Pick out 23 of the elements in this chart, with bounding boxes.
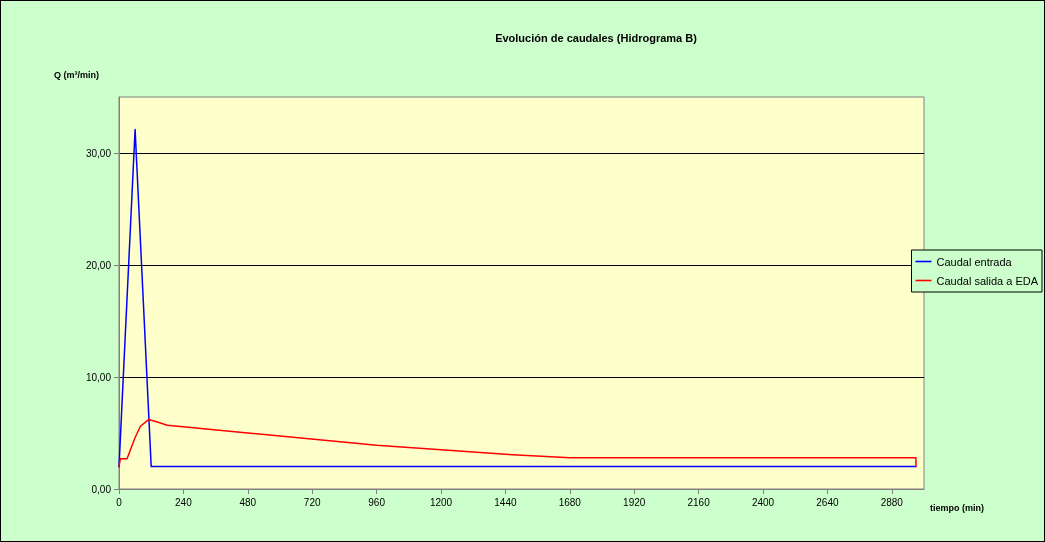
x-tick-label: 1680 [558, 496, 582, 508]
legend-label: Caudal entrada [936, 255, 1013, 268]
x-tick-label: 1920 [623, 496, 646, 508]
x-tick-label: 1200 [429, 496, 453, 508]
x-tick-label: 0 [116, 496, 123, 508]
legend-label: Caudal salida a EDA [936, 274, 1039, 287]
y-tick-label: 0,00 [91, 483, 112, 495]
x-tick-label: 480 [239, 496, 257, 508]
x-tick-label: 720 [303, 496, 321, 508]
chart-title: Evolución de caudales (Hidrograma B) [495, 31, 698, 44]
y-axis-title: Q (m³/min) [54, 69, 99, 80]
y-tick-label: 20,00 [85, 259, 112, 271]
y-tick-label: 30,00 [85, 147, 112, 159]
x-tick-label: 2640 [816, 496, 839, 508]
x-axis-title: tiempo (min) [930, 502, 984, 513]
y-tick-label: 10,00 [85, 371, 112, 383]
x-tick-label: 2160 [687, 496, 711, 508]
x-tick-label: 2400 [751, 496, 775, 508]
x-tick-label: 1440 [494, 496, 517, 508]
line-series [118, 418, 917, 468]
x-tick-label: 2880 [880, 496, 904, 508]
x-tick-label: 240 [175, 496, 193, 508]
x-tick-label: 960 [368, 496, 386, 508]
